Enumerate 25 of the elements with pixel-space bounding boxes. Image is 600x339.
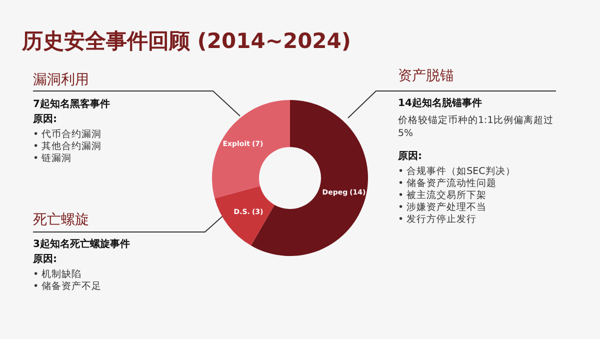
text: 原因: — [397, 151, 422, 162]
donut-slice — [214, 186, 274, 246]
chart-title: 历史安全事件回顾 (2014~2024) — [21, 29, 351, 53]
text: 原因: — [32, 254, 57, 265]
text: 14起知名脱锚事件 — [398, 97, 482, 109]
text: • 被主流交易所下架 — [398, 189, 487, 201]
text: 5% — [398, 128, 414, 139]
text: • 发行方停止发行 — [398, 213, 477, 225]
text: • 储备资产不足 — [33, 280, 102, 292]
text: • 机制缺陷 — [33, 268, 82, 280]
text: 漏洞利用 — [33, 72, 89, 88]
donut-slice — [251, 100, 368, 256]
donut-slice — [212, 100, 290, 198]
text: 3起知名死亡螺旋事件 — [33, 238, 130, 250]
text: • 合规事件（如SEC判决） — [398, 165, 516, 177]
text: 原因: — [32, 114, 57, 125]
text: 7起知名黑客事件 — [33, 98, 110, 110]
text: • 涉嫌资产处理不当 — [398, 201, 487, 213]
text: 资产脱锚 — [398, 68, 454, 84]
text: • 储备资产流动性问题 — [398, 177, 497, 189]
text: • 链漏洞 — [33, 152, 72, 164]
text: • 代币合约漏洞 — [33, 128, 102, 140]
text: • 其他合约漏洞 — [33, 140, 102, 152]
text: 死亡螺旋 — [33, 212, 89, 228]
text: 价格较锚定币种的1:1比例偏离超过 — [397, 114, 554, 126]
